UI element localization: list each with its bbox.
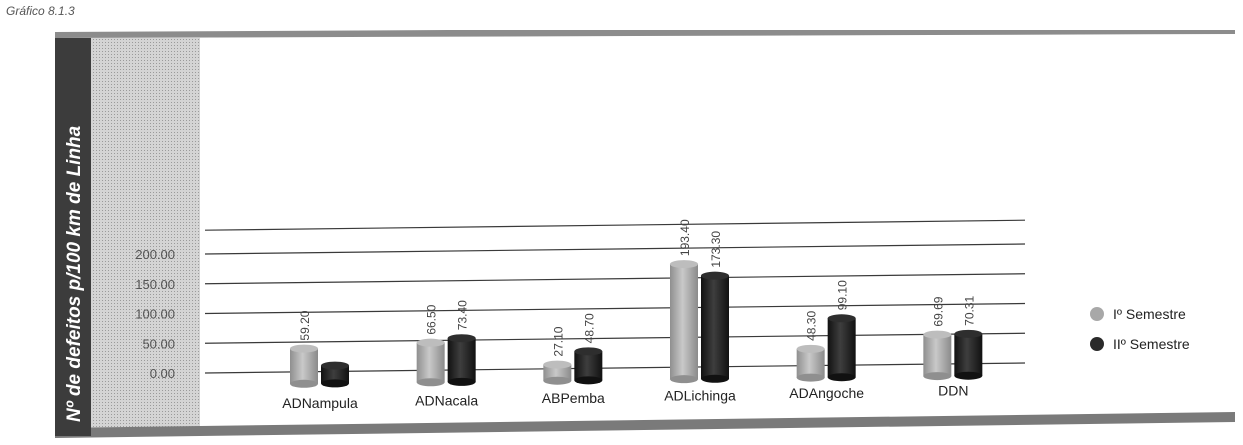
gridline [204, 302, 1026, 315]
data-label: 48.70 [582, 313, 596, 343]
y-axis-title: Nº de defeitos p/100 km de Linha [64, 125, 85, 422]
y-tick-label: 100.00 [135, 307, 175, 322]
y-tick-label: 50.00 [142, 336, 175, 351]
legend-swatch [1090, 337, 1104, 351]
bar [290, 344, 318, 388]
bar [827, 314, 856, 382]
top-border [55, 26, 1235, 38]
bar [574, 347, 603, 385]
gridline [204, 219, 1026, 231]
gridline [204, 332, 1026, 344]
data-label: 59.20 [298, 310, 312, 340]
category-label: ABPemba [542, 390, 605, 406]
data-label: 27.10 [551, 326, 565, 356]
bar [796, 344, 825, 382]
legend-label: IIº Semestre [1113, 336, 1190, 352]
category-label: ADNampula [282, 395, 358, 411]
bottom-border [55, 412, 1235, 438]
bar [321, 361, 349, 388]
bar [923, 330, 952, 381]
chart-frame: Nº de defeitos p/100 km de Linha 0.00 50.… [0, 26, 1243, 440]
y-tick-label: 200.00 [135, 247, 175, 262]
gridline [204, 273, 1026, 285]
bar [416, 338, 445, 387]
bar [447, 334, 476, 386]
data-label: 69.69 [931, 296, 945, 326]
bar-chart: Nº de defeitos p/100 km de Linha 0.00 50.… [55, 26, 1235, 438]
legend-swatch [1090, 307, 1104, 321]
data-label: 48.30 [805, 311, 819, 341]
data-label: 193.40 [678, 219, 692, 256]
bar [670, 260, 698, 384]
bar [543, 360, 572, 385]
data-label: 173.30 [709, 231, 723, 268]
y-tick-label: 0.00 [150, 366, 175, 381]
axis-title-band [55, 38, 91, 436]
data-label: 70.31 [962, 296, 976, 326]
page-label: Gráfico 8.1.3 [6, 4, 75, 18]
data-label: 73.40 [456, 300, 470, 330]
bar [701, 271, 729, 383]
category-label: ADAngoche [789, 385, 864, 401]
category-label: ADNacala [415, 393, 478, 409]
category-label: ADLichinga [664, 388, 736, 404]
bar [954, 329, 983, 380]
shaded-backdrop [55, 38, 200, 428]
y-tick-label: 150.00 [135, 277, 175, 292]
legend-label: Iº Semestre [1113, 306, 1186, 322]
category-label: DDN [938, 383, 968, 399]
data-label: 99.10 [836, 280, 850, 310]
data-label: 66.50 [425, 304, 439, 334]
gridline [204, 243, 1026, 255]
